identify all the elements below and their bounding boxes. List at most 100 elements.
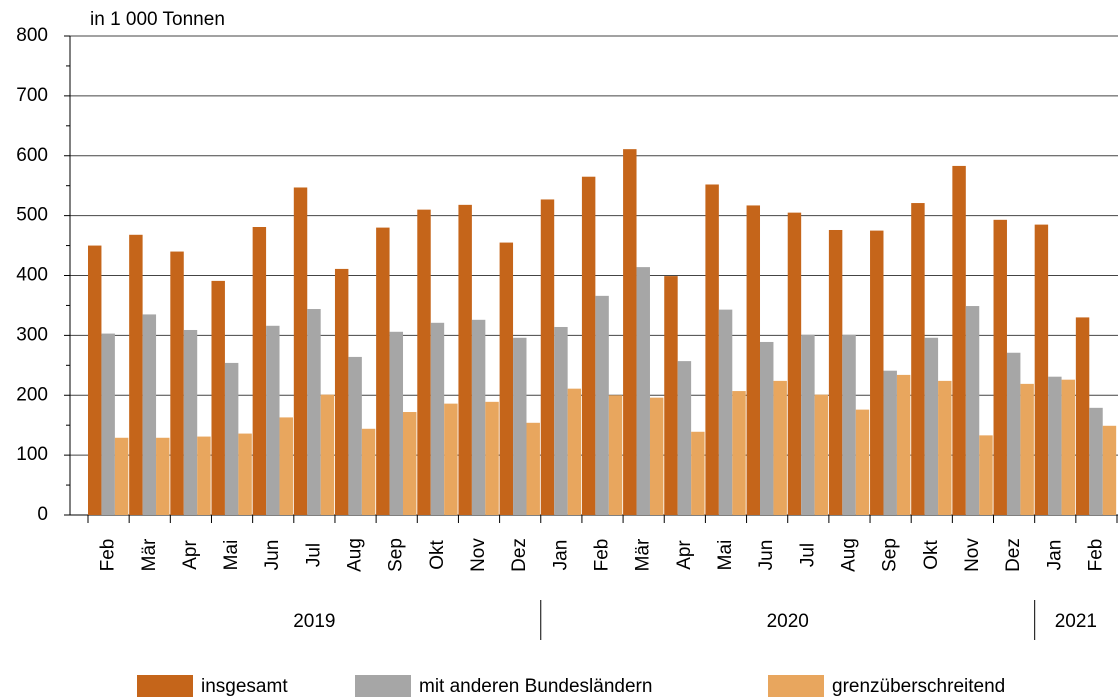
bar [170, 251, 184, 516]
bar [129, 234, 143, 515]
bar [952, 165, 966, 515]
bar [183, 329, 198, 515]
year-label: 2020 [767, 611, 809, 632]
x-tick-label: Mai [221, 540, 242, 571]
bar [101, 333, 115, 515]
bar [334, 268, 349, 515]
bar [513, 337, 527, 515]
y-axis-unit: in 1 000 Tonnen [90, 9, 225, 30]
bar [567, 388, 582, 515]
x-tick-label: Dez [509, 538, 530, 572]
bar [266, 325, 280, 515]
bar [664, 276, 678, 515]
bar [485, 401, 499, 515]
x-tick-label: Sep [880, 538, 901, 572]
legend-label: mit anderen Bundesländern [419, 676, 652, 697]
bar [636, 267, 650, 515]
bar [801, 334, 815, 515]
bar [1006, 352, 1021, 515]
x-tick-label: Feb [98, 539, 119, 572]
bar [746, 205, 761, 516]
bar [595, 295, 609, 515]
bar [526, 422, 540, 515]
x-tick-label: Feb [592, 539, 613, 572]
bar [814, 394, 829, 515]
bar [979, 435, 993, 515]
bar [855, 409, 870, 515]
bar [1089, 407, 1103, 515]
bar [293, 187, 308, 515]
bar [677, 361, 692, 515]
bar [842, 334, 856, 515]
bar [458, 204, 472, 515]
bar [348, 356, 362, 515]
bar [197, 436, 211, 515]
bar [1075, 317, 1090, 515]
bar [1061, 379, 1076, 515]
bar [911, 203, 925, 515]
x-tick-label: Jul [303, 543, 324, 567]
x-tick-label: Okt [427, 540, 448, 570]
bar [252, 227, 267, 515]
bar [211, 280, 225, 515]
y-tick-label: 800 [16, 25, 48, 46]
y-tick-label: 700 [16, 85, 48, 106]
bar [623, 149, 637, 515]
bar [718, 309, 733, 515]
bar [581, 176, 596, 516]
x-tick-label: Jan [1044, 540, 1065, 571]
year-label: 2021 [1055, 611, 1097, 632]
bar [773, 380, 787, 515]
bar [760, 341, 774, 515]
y-tick-label: 300 [16, 324, 48, 345]
bar [88, 245, 102, 515]
bar [224, 362, 239, 515]
legend-swatch [768, 675, 824, 697]
bar [732, 391, 746, 515]
bar [965, 306, 980, 515]
bar [361, 428, 376, 515]
bar [471, 319, 486, 515]
bar [924, 337, 939, 515]
bar [320, 394, 335, 515]
bar [993, 219, 1007, 515]
bar [499, 242, 514, 515]
x-tick-label: Mär [633, 538, 654, 571]
bar [787, 212, 802, 515]
bar [938, 380, 952, 515]
x-tick-label: Jun [756, 540, 777, 571]
x-tick-label: Nov [468, 538, 489, 572]
bar [691, 431, 705, 515]
bar [883, 370, 897, 515]
x-tick-label: Aug [838, 538, 859, 572]
legend-label: insgesamt [201, 676, 288, 697]
y-tick-label: 600 [16, 145, 48, 166]
x-tick-label: Mai [715, 540, 736, 571]
bar [705, 184, 719, 516]
legend-swatch [355, 675, 411, 697]
x-tick-label: Nov [962, 538, 983, 572]
bar [649, 397, 664, 515]
x-tick-label: Jul [797, 543, 818, 567]
bar [417, 209, 431, 515]
y-tick-label: 500 [16, 205, 48, 226]
bar [870, 230, 884, 515]
x-tick-label: Feb [1085, 539, 1106, 572]
bar [156, 437, 170, 515]
year-label: 2019 [293, 611, 335, 632]
y-tick-label: 400 [16, 265, 48, 286]
x-tick-label: Sep [386, 538, 407, 572]
x-tick-label: Apr [180, 540, 201, 570]
y-tick-label: 100 [16, 444, 48, 465]
x-tick-label: Okt [921, 540, 942, 570]
x-tick-label: Jun [262, 540, 283, 571]
bar [307, 309, 321, 515]
bar [142, 314, 157, 515]
x-tick-label: Aug [345, 538, 366, 572]
bar [554, 326, 568, 515]
bar [430, 322, 445, 515]
legend-label: grenzüberschreitend [832, 676, 1005, 697]
x-tick-label: Dez [1003, 538, 1024, 572]
y-tick-label: 0 [37, 504, 48, 525]
